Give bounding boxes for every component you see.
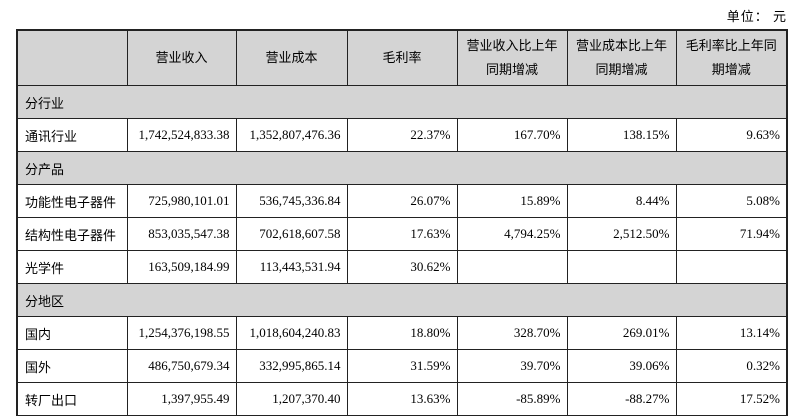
column-header-revenue-yoy: 营业收入比上年同期增减 [456,29,568,86]
row-label: 通讯行业 [16,118,128,152]
column-header-revenue: 营业收入 [126,29,237,86]
cell-cost-yoy: 269.01% [566,316,677,350]
cell-revenue-yoy: -85.89% [456,382,568,416]
column-header-cost: 营业成本 [235,29,348,86]
cell-gross-margin: 31.59% [346,349,458,383]
section-row-by-product: 分产品 [16,151,788,185]
cell-cost: 536,745,336.84 [235,184,348,218]
section-label: 分地区 [16,283,788,317]
cell-margin-yoy: 17.52% [675,382,788,416]
cell-margin-yoy: 5.08% [675,184,788,218]
cell-cost-yoy: 39.06% [566,349,677,383]
cell-revenue-yoy [456,250,568,284]
cell-gross-margin: 17.63% [346,217,458,251]
cell-cost: 1,207,370.40 [235,382,348,416]
cell-gross-margin: 22.37% [346,118,458,152]
cell-revenue-yoy: 15.89% [456,184,568,218]
section-row-by-region: 分地区 [16,283,788,317]
financial-breakdown-table: 营业收入 营业成本 毛利率 营业收入比上年同期增减 营业成本比上年同期增减 毛利… [16,29,788,416]
cell-cost: 113,443,531.94 [235,250,348,284]
table-row-structural-components: 结构性电子器件 853,035,547.38 702,618,607.58 17… [16,217,788,251]
cell-cost: 332,995,865.14 [235,349,348,383]
cell-revenue: 486,750,679.34 [126,349,237,383]
column-header-margin-yoy: 毛利率比上年同期增减 [675,29,788,86]
cell-margin-yoy: 9.63% [675,118,788,152]
row-label: 光学件 [16,250,128,284]
cell-cost: 1,352,807,476.36 [235,118,348,152]
cell-cost-yoy [566,250,677,284]
cell-gross-margin: 18.80% [346,316,458,350]
cell-cost-yoy: 138.15% [566,118,677,152]
cell-revenue-yoy: 328.70% [456,316,568,350]
cell-revenue: 1,397,955.49 [126,382,237,416]
cell-revenue: 1,742,524,833.38 [126,118,237,152]
section-label: 分产品 [16,151,788,185]
column-header-cost-yoy: 营业成本比上年同期增减 [566,29,677,86]
cell-gross-margin: 30.62% [346,250,458,284]
row-label: 国外 [16,349,128,383]
row-label: 转厂出口 [16,382,128,416]
cell-gross-margin: 13.63% [346,382,458,416]
row-label: 国内 [16,316,128,350]
cell-revenue-yoy: 167.70% [456,118,568,152]
section-row-by-industry: 分行业 [16,85,788,119]
cell-cost-yoy: -88.27% [566,382,677,416]
unit-label: 单位： 元 [726,9,787,24]
cell-revenue: 725,980,101.01 [126,184,237,218]
cell-revenue-yoy: 39.70% [456,349,568,383]
table-row-optical-parts: 光学件 163,509,184.99 113,443,531.94 30.62% [16,250,788,284]
cell-margin-yoy: 13.14% [675,316,788,350]
cell-margin-yoy [675,250,788,284]
cell-cost-yoy: 8.44% [566,184,677,218]
section-label: 分行业 [16,85,788,119]
row-label: 结构性电子器件 [16,217,128,251]
header-row: 营业收入 营业成本 毛利率 营业收入比上年同期增减 营业成本比上年同期增减 毛利… [16,29,788,86]
cell-revenue: 1,254,376,198.55 [126,316,237,350]
cell-revenue: 163,509,184.99 [126,250,237,284]
table-row-transfer-export: 转厂出口 1,397,955.49 1,207,370.40 13.63% -8… [16,382,788,416]
table-row-overseas: 国外 486,750,679.34 332,995,865.14 31.59% … [16,349,788,383]
cell-cost: 702,618,607.58 [235,217,348,251]
column-header-gross-margin: 毛利率 [346,29,458,86]
column-header-blank [16,29,128,86]
table-row-functional-components: 功能性电子器件 725,980,101.01 536,745,336.84 26… [16,184,788,218]
row-label: 功能性电子器件 [16,184,128,218]
table-row-domestic: 国内 1,254,376,198.55 1,018,604,240.83 18.… [16,316,788,350]
cell-gross-margin: 26.07% [346,184,458,218]
cell-margin-yoy: 0.32% [675,349,788,383]
cell-revenue: 853,035,547.38 [126,217,237,251]
cell-margin-yoy: 71.94% [675,217,788,251]
table-row-communication: 通讯行业 1,742,524,833.38 1,352,807,476.36 2… [16,118,788,152]
cell-cost-yoy: 2,512.50% [566,217,677,251]
cell-revenue-yoy: 4,794.25% [456,217,568,251]
cell-cost: 1,018,604,240.83 [235,316,348,350]
